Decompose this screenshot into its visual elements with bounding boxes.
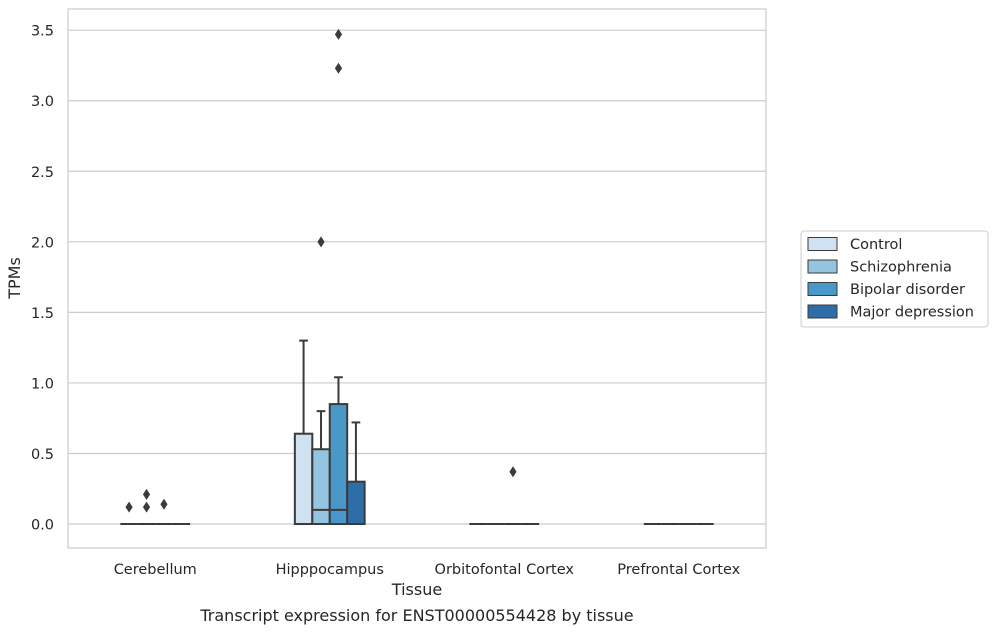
legend-swatch: [807, 237, 838, 251]
y-tick-label: 2.0: [31, 235, 54, 251]
outlier-point: [334, 62, 343, 74]
x-axis-label: Tissue: [391, 580, 442, 599]
legend-frame: [800, 230, 989, 328]
legend-swatch: [807, 259, 838, 274]
y-tick-label: 0.5: [31, 447, 54, 463]
y-tick-label: 2.5: [31, 165, 54, 181]
outlier-point: [160, 498, 168, 510]
y-tick-label: 0.0: [31, 518, 54, 534]
y-tick-label: 3.0: [31, 94, 54, 110]
box-major-depression: [346, 421, 366, 526]
box-series: [120, 339, 714, 526]
legend: Control Schizophrenia Bipolar disorder Majo…: [800, 230, 989, 328]
x-tick-label: Hipppocampus: [276, 562, 384, 578]
box-control: [293, 339, 314, 526]
x-tick-label: Cerebellum: [114, 562, 197, 578]
y-tick-label: 1.5: [31, 306, 54, 322]
plot-frame: [67, 8, 767, 549]
legend-swatch: [807, 282, 838, 296]
legend-swatch: [807, 304, 838, 319]
outlier-points: [125, 28, 517, 513]
outlier-point: [509, 466, 517, 478]
outlier-point: [334, 28, 343, 40]
y-tick-labels: 0.0 0.5 1.0 1.5 2.0 2.5 3.0 3.5: [31, 24, 54, 534]
x-tick-label: Prefrontal Cortex: [617, 562, 740, 578]
legend-label: Schizophrenia: [850, 260, 952, 276]
box-body: [328, 403, 349, 526]
y-gridlines: [68, 29, 766, 525]
y-tick-label: 1.0: [31, 376, 54, 392]
legend-label: Bipolar disorder: [850, 282, 965, 298]
outlier-point: [125, 501, 133, 513]
box-schizophrenia: [311, 410, 331, 526]
x-tick-labels: Cerebellum Hipppocampus Orbitofontal Corte…: [114, 562, 741, 578]
y-tick-label: 3.5: [31, 24, 54, 40]
box-bipolar-disorder: [328, 376, 349, 526]
outlier-point: [142, 488, 151, 500]
box-body: [293, 432, 314, 526]
box-body: [311, 448, 331, 526]
outlier-point: [142, 501, 151, 513]
y-axis-label: TPMs: [5, 257, 24, 300]
legend-label: Control: [850, 237, 902, 253]
chart-caption: Transcript expression for ENST0000055442…: [200, 606, 634, 625]
box-body: [346, 480, 366, 526]
legend-label: Major depression: [850, 305, 974, 321]
outlier-point: [317, 236, 325, 248]
x-tick-label: Orbitofontal Cortex: [435, 562, 575, 578]
